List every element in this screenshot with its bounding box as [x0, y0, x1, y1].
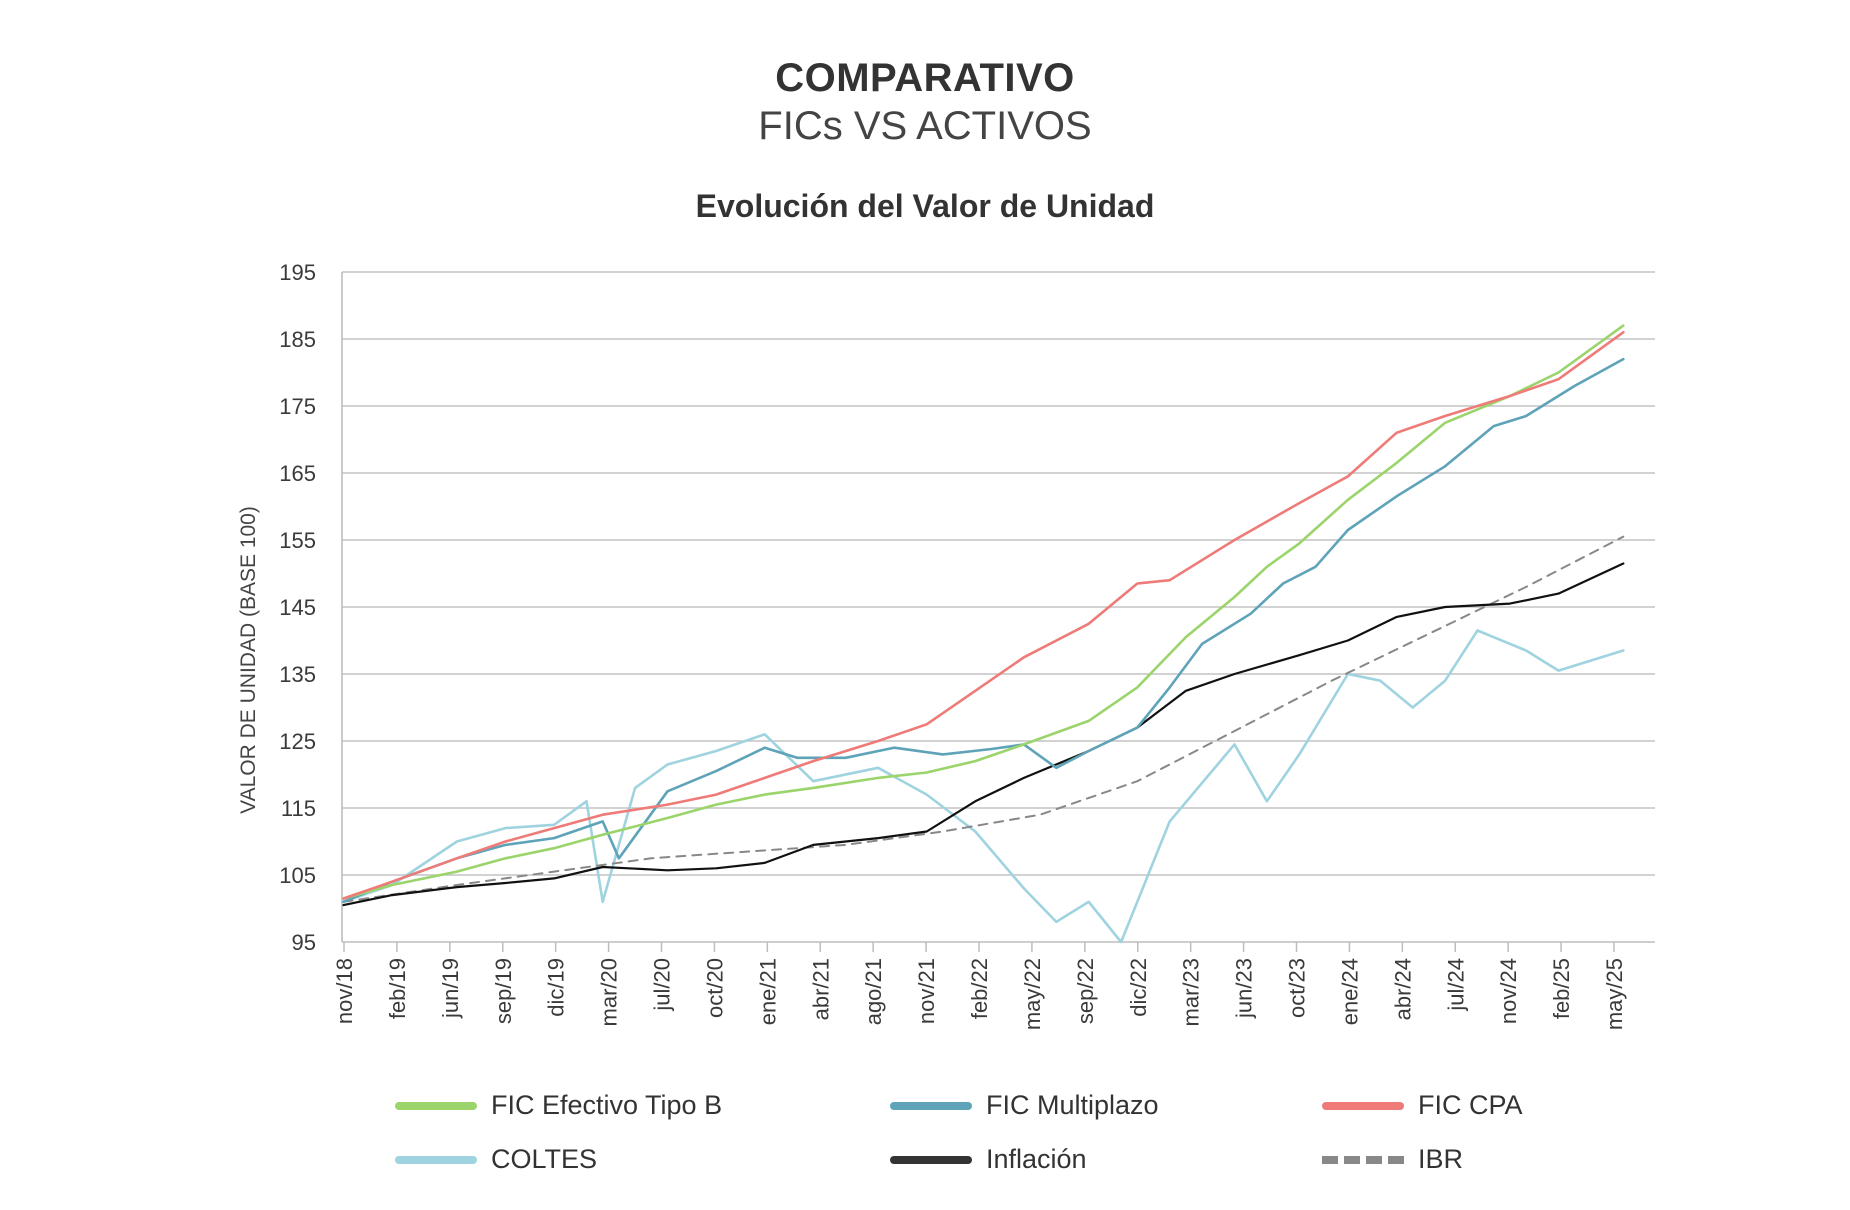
x-tick-label: ene/24 — [1337, 958, 1362, 1025]
y-tick-label: 155 — [279, 528, 316, 553]
series-line-ibr — [342, 535, 1625, 903]
x-tick-label: may/25 — [1602, 958, 1627, 1030]
x-tick-label: abr/24 — [1390, 958, 1415, 1020]
x-tick-label: nov/24 — [1496, 958, 1521, 1024]
series-line-fic-cpa — [342, 330, 1625, 900]
y-tick-label: 165 — [279, 461, 316, 486]
legend-swatch — [890, 1101, 972, 1110]
page-title: COMPARATIVO — [775, 56, 1075, 100]
series-lines — [342, 324, 1625, 944]
legend-swatch — [890, 1155, 972, 1164]
x-tick-label: sep/22 — [1073, 958, 1098, 1024]
y-tick-label: 195 — [279, 260, 316, 285]
legend-label: FIC Efectivo Tipo B — [491, 1090, 723, 1120]
x-tick-label: ago/21 — [861, 958, 886, 1025]
line-chart: 95 105 115 125 135 145 155 165 175 185 195 nov/18 f… — [237, 260, 1655, 1030]
legend-swatch — [1322, 1155, 1404, 1164]
x-tick-label: feb/22 — [967, 958, 992, 1019]
x-tick-label: ene/21 — [755, 958, 780, 1025]
legend-label: Inflación — [986, 1144, 1087, 1174]
x-tick-label: oct/23 — [1285, 958, 1310, 1018]
legend-item-coltes: COLTES — [395, 1144, 597, 1175]
x-tick-label: nov/18 — [332, 958, 357, 1024]
x-tick-label: dic/22 — [1126, 958, 1151, 1017]
legend: FIC Efectivo Tipo B FIC Multiplazo FIC C… — [0, 1090, 1850, 1210]
y-tick-label: 135 — [279, 662, 316, 687]
y-tick-label: 185 — [279, 327, 316, 352]
x-tick-label: mar/20 — [597, 958, 622, 1026]
y-axis-ticks: 95 105 115 125 135 145 155 165 175 185 195 — [279, 260, 316, 955]
legend-swatch — [395, 1155, 477, 1164]
x-tick-label: jul/20 — [650, 958, 675, 1012]
y-axis-label: VALOR DE UNIDAD (BASE 100) — [237, 506, 260, 814]
chart-title: Evolución del Valor de Unidad — [695, 188, 1155, 224]
x-tick-label: jul/24 — [1443, 958, 1468, 1012]
x-tick-label: jun/19 — [438, 958, 463, 1019]
series-line-fic-multiplazo — [342, 357, 1625, 904]
x-tick-label: abr/21 — [808, 958, 833, 1020]
series-line-coltes — [342, 629, 1625, 944]
legend-swatch — [395, 1101, 477, 1110]
y-tick-label: 125 — [279, 729, 316, 754]
x-tick-label: jun/23 — [1232, 958, 1257, 1019]
series-line-fic-efectivo-tipo-b — [342, 324, 1625, 900]
y-tick-label: 115 — [281, 796, 316, 821]
x-tick-label: sep/19 — [491, 958, 516, 1024]
y-tick-label: 145 — [279, 595, 316, 620]
legend-label: IBR — [1418, 1144, 1464, 1174]
x-tick-label: dic/19 — [544, 958, 569, 1017]
legend-item-fic-efectivo: FIC Efectivo Tipo B — [395, 1090, 722, 1121]
x-tick-label: feb/25 — [1549, 958, 1574, 1019]
y-tick-label: 95 — [292, 930, 316, 955]
series-line-inflaci-n — [342, 562, 1625, 907]
legend-swatch — [1322, 1101, 1404, 1110]
legend-item-ibr: IBR — [1322, 1144, 1463, 1175]
y-tick-label: 175 — [279, 394, 316, 419]
x-tick-label: feb/19 — [385, 958, 410, 1019]
legend-label: FIC CPA — [1418, 1090, 1523, 1120]
y-tick-label: 105 — [279, 863, 316, 888]
legend-item-fic-multiplazo: FIC Multiplazo — [890, 1090, 1159, 1121]
legend-label: FIC Multiplazo — [986, 1090, 1159, 1120]
legend-label: COLTES — [491, 1144, 598, 1174]
x-tick-label: oct/20 — [702, 958, 727, 1018]
x-axis-ticks: nov/18 feb/19 jun/19 sep/19 dic/19 mar/20 jul/… — [332, 942, 1627, 1030]
x-tick-label: mar/23 — [1179, 958, 1204, 1026]
legend-item-fic-cpa: FIC CPA — [1322, 1090, 1523, 1121]
x-tick-label: nov/21 — [914, 958, 939, 1024]
legend-item-inflacion: Inflación — [890, 1144, 1087, 1175]
x-tick-label: may/22 — [1020, 958, 1045, 1030]
page-subtitle: FICs VS ACTIVOS — [758, 104, 1092, 148]
